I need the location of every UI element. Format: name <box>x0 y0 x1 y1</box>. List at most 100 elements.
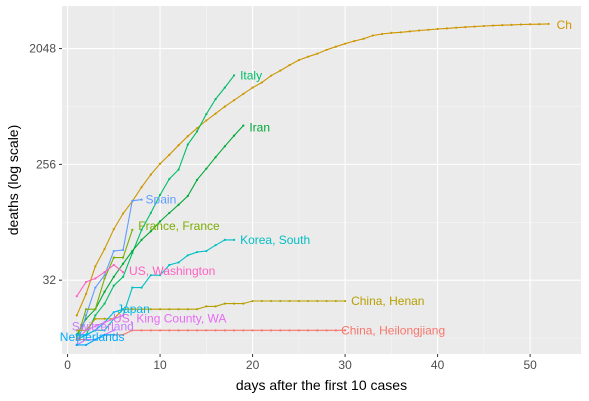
data-point <box>399 31 402 34</box>
data-point <box>325 299 328 303</box>
data-point <box>140 186 143 189</box>
data-point <box>75 295 78 298</box>
data-point <box>103 290 106 293</box>
series-label: Korea, South <box>240 233 310 247</box>
data-point <box>121 248 125 252</box>
data-point <box>297 299 300 303</box>
data-point <box>251 329 254 332</box>
data-point <box>121 333 125 336</box>
data-point <box>131 286 134 289</box>
series-spain <box>75 198 143 347</box>
data-point <box>84 314 88 317</box>
data-point <box>214 156 217 159</box>
data-point <box>186 254 189 257</box>
series-layer <box>75 22 550 347</box>
data-point <box>75 338 78 341</box>
data-point <box>279 69 282 72</box>
data-point <box>75 343 78 347</box>
axes: 0 10 20 30 40 50 32 256 2048 <box>29 42 537 372</box>
series-label: Japan <box>117 302 150 316</box>
data-point <box>149 308 152 311</box>
data-point <box>103 247 106 251</box>
series-line <box>76 308 124 336</box>
data-point <box>112 263 115 267</box>
data-point <box>75 333 78 336</box>
series-label: Spain <box>146 193 177 207</box>
data-point <box>214 329 217 332</box>
series-label: China, Henan <box>351 294 424 308</box>
data-point <box>195 130 199 133</box>
data-point <box>205 119 208 122</box>
data-point <box>94 308 97 311</box>
data-point <box>316 329 319 332</box>
data-point <box>140 228 143 231</box>
data-point <box>75 329 78 332</box>
data-point <box>186 308 189 311</box>
data-point <box>260 299 263 303</box>
data-point <box>288 329 291 332</box>
data-point <box>195 250 199 254</box>
data-point <box>84 333 88 336</box>
data-point <box>121 275 125 278</box>
data-point <box>103 333 106 336</box>
x-tick-label: 30 <box>338 358 352 372</box>
data-point <box>205 305 208 308</box>
data-point <box>343 329 347 332</box>
series-line <box>76 75 235 341</box>
data-point <box>223 302 226 305</box>
data-point <box>205 113 208 116</box>
data-point <box>94 265 97 268</box>
data-point <box>103 270 106 274</box>
data-point <box>94 338 97 341</box>
data-point <box>84 329 88 332</box>
data-point <box>140 238 143 241</box>
data-point <box>510 23 513 26</box>
data-point <box>269 299 273 303</box>
y-tick-label: 32 <box>43 273 57 287</box>
data-point <box>177 203 180 206</box>
data-point <box>223 86 226 89</box>
y-axis-title: deaths (log scale) <box>5 125 21 236</box>
data-point <box>279 299 282 303</box>
data-point <box>103 274 106 277</box>
series-label: China, Heilongjiang <box>341 323 445 337</box>
series-label: Switzerland <box>72 319 134 333</box>
data-point <box>168 263 171 267</box>
data-point <box>149 173 152 176</box>
data-point <box>445 27 448 30</box>
data-point <box>94 317 97 320</box>
data-point <box>205 167 208 170</box>
data-point <box>353 39 356 43</box>
data-point <box>177 144 180 147</box>
data-point <box>103 329 106 332</box>
data-point <box>94 277 97 280</box>
data-point <box>205 329 208 332</box>
data-point <box>112 317 115 320</box>
data-point <box>316 52 319 55</box>
data-point <box>390 31 393 34</box>
data-point <box>94 325 97 328</box>
data-point <box>121 314 125 317</box>
data-point <box>269 74 273 77</box>
data-point <box>214 305 217 308</box>
data-point <box>84 338 88 341</box>
data-point <box>168 153 171 156</box>
data-point <box>380 32 384 36</box>
data-point <box>112 333 115 336</box>
data-point <box>112 284 115 287</box>
data-point <box>260 329 263 332</box>
data-point <box>112 275 115 278</box>
series-netherlands <box>75 333 115 347</box>
data-point <box>371 34 374 37</box>
data-point <box>94 329 97 332</box>
data-point <box>334 299 337 303</box>
series-line <box>76 239 235 341</box>
data-point <box>131 308 134 311</box>
series-line <box>76 23 549 316</box>
data-point <box>84 343 88 347</box>
data-point <box>84 308 88 311</box>
data-point <box>306 55 310 58</box>
data-point <box>84 292 88 296</box>
data-point <box>158 193 162 196</box>
data-point <box>149 329 152 332</box>
